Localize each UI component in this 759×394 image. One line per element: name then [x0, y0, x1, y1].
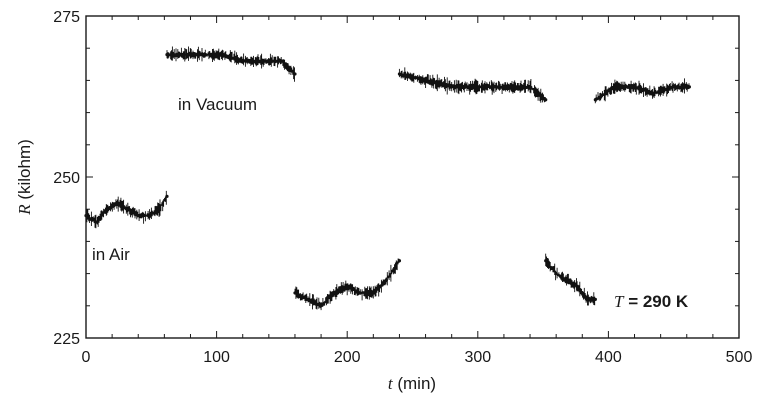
data-point	[593, 98, 597, 102]
data-point	[306, 297, 310, 301]
data-point	[358, 291, 362, 295]
annotation-temperature: T = 290 K	[614, 292, 689, 311]
data-point	[397, 259, 402, 263]
trace-noise	[545, 253, 596, 306]
data-point	[221, 53, 225, 57]
trace-noise	[85, 190, 167, 229]
data-point	[126, 207, 130, 211]
annotation-in-air: in Air	[92, 245, 130, 264]
data-series-air	[293, 258, 402, 311]
data-series-air	[84, 190, 169, 229]
data-point	[575, 284, 579, 289]
data-point	[613, 85, 617, 89]
axis-ticks: 0 100 200 300 400 500 225 250 275	[53, 9, 752, 366]
data-point	[345, 284, 349, 289]
data-point	[397, 72, 402, 76]
data-point	[502, 85, 506, 89]
trace-noise	[594, 78, 690, 104]
data-point	[293, 72, 297, 76]
data-point	[332, 291, 336, 295]
data-series-vacuum	[165, 46, 297, 82]
data-point	[371, 291, 375, 295]
data-point	[182, 53, 186, 57]
data-point	[105, 207, 109, 211]
data-point	[554, 272, 558, 276]
data-point	[384, 278, 388, 282]
data-point	[136, 214, 140, 218]
data-point	[544, 259, 548, 263]
data-point	[528, 85, 532, 89]
data-point	[241, 59, 245, 63]
data-point	[147, 214, 151, 218]
data-point	[450, 85, 454, 89]
data-point	[565, 278, 569, 282]
data-point	[593, 297, 597, 301]
trace-noise	[166, 46, 295, 82]
y-axis-label: R (kilohm)	[15, 139, 34, 216]
data-point	[632, 85, 637, 89]
data-point	[157, 207, 161, 211]
y-tick-label: 250	[53, 170, 80, 187]
trace-noise	[294, 258, 400, 311]
y-tick-label: 275	[53, 9, 80, 26]
data-point	[260, 59, 264, 63]
x-tick-label: 100	[203, 349, 230, 366]
data-series-vacuum	[397, 67, 548, 103]
data-point	[201, 53, 206, 57]
data-marks	[84, 46, 691, 311]
data-point	[423, 78, 428, 82]
data-point	[165, 53, 169, 57]
x-tick-label: 400	[595, 349, 622, 366]
x-axis-label: t (min)	[388, 374, 436, 393]
data-point	[115, 201, 119, 205]
data-point	[687, 85, 691, 89]
data-point	[293, 291, 297, 295]
data-point	[165, 194, 169, 198]
data-point	[280, 59, 284, 63]
data-point	[544, 98, 548, 102]
x-tick-label: 0	[82, 349, 91, 366]
data-series-air	[544, 253, 597, 306]
x-tick-label: 300	[464, 349, 491, 366]
x-tick-label: 200	[334, 349, 361, 366]
data-point	[94, 220, 99, 224]
data-point	[672, 85, 676, 89]
data-series-vacuum	[593, 78, 691, 104]
y-tick-label: 225	[53, 331, 80, 348]
trace-noise	[398, 67, 546, 103]
data-point	[476, 85, 480, 89]
annotation-in-vacuum: in Vacuum	[178, 95, 257, 114]
plot-frame	[85, 15, 740, 339]
x-tick-label: 500	[726, 349, 753, 366]
data-point	[585, 297, 590, 301]
data-point	[319, 304, 323, 308]
data-point	[652, 91, 656, 95]
